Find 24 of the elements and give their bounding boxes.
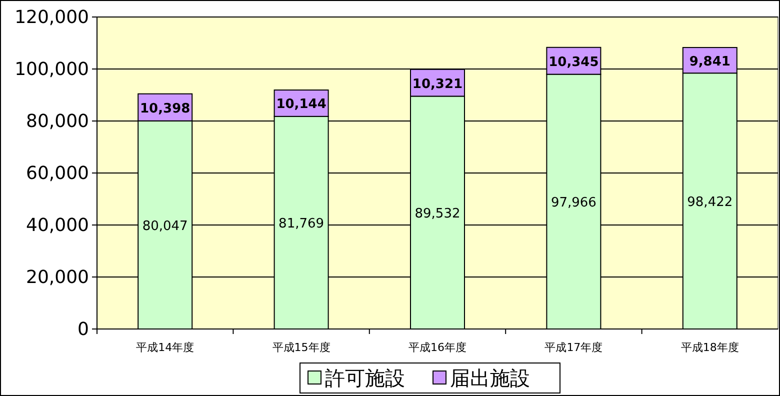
x-tick-label: 平成18年度	[680, 341, 739, 354]
data-label: 10,398	[140, 101, 190, 116]
data-label: 89,532	[414, 206, 460, 222]
data-label: 98,422	[687, 195, 733, 210]
data-label: 97,966	[550, 196, 596, 211]
data-label: 10,345	[548, 54, 599, 70]
legend-label: 届出施設	[450, 366, 530, 390]
legend-label: 許可施設	[325, 366, 405, 390]
data-label: 10,144	[276, 97, 326, 112]
y-tick-label: 40,000	[26, 215, 89, 236]
y-tick-label: 80,000	[26, 111, 89, 132]
y-tick-label: 60,000	[26, 163, 89, 184]
y-tick-label: 100,000	[14, 59, 89, 80]
y-tick-label: 0	[78, 319, 89, 340]
data-label: 80,047	[142, 218, 188, 234]
data-label: 9,841	[689, 54, 730, 70]
y-tick-label: 20,000	[26, 267, 89, 288]
data-label: 81,769	[278, 216, 324, 232]
data-label: 10,321	[412, 76, 463, 92]
x-tick-label: 平成16年度	[408, 341, 466, 354]
x-tick-label: 平成17年度	[544, 341, 603, 354]
y-tick-label: 120,000	[14, 7, 89, 28]
x-tick-label: 平成15年度	[272, 341, 330, 354]
x-tick-label: 平成14年度	[136, 341, 194, 354]
